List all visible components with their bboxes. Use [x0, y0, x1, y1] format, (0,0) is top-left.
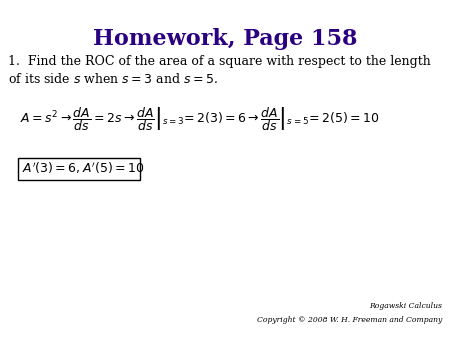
Text: Copyright © 2008 W. H. Freeman and Company: Copyright © 2008 W. H. Freeman and Compa… [257, 316, 442, 324]
Text: $A'(3) = 6, A'(5) = 10$: $A'(3) = 6, A'(5) = 10$ [22, 160, 144, 175]
Text: of its side $s$ when $s = 3$ and $s = 5$.: of its side $s$ when $s = 3$ and $s = 5$… [8, 72, 218, 86]
Bar [18, 158, 140, 180]
Text: Homework, Page 158: Homework, Page 158 [93, 28, 357, 50]
Text: 1.  Find the ROC of the area of a square with respect to the length: 1. Find the ROC of the area of a square … [8, 55, 431, 68]
Text: $A = s^2 \rightarrow \dfrac{dA}{ds} = 2s \rightarrow \left.\dfrac{dA}{ds}\right|: $A = s^2 \rightarrow \dfrac{dA}{ds} = 2s… [20, 105, 379, 133]
Text: Rogawski Calculus: Rogawski Calculus [369, 302, 442, 310]
